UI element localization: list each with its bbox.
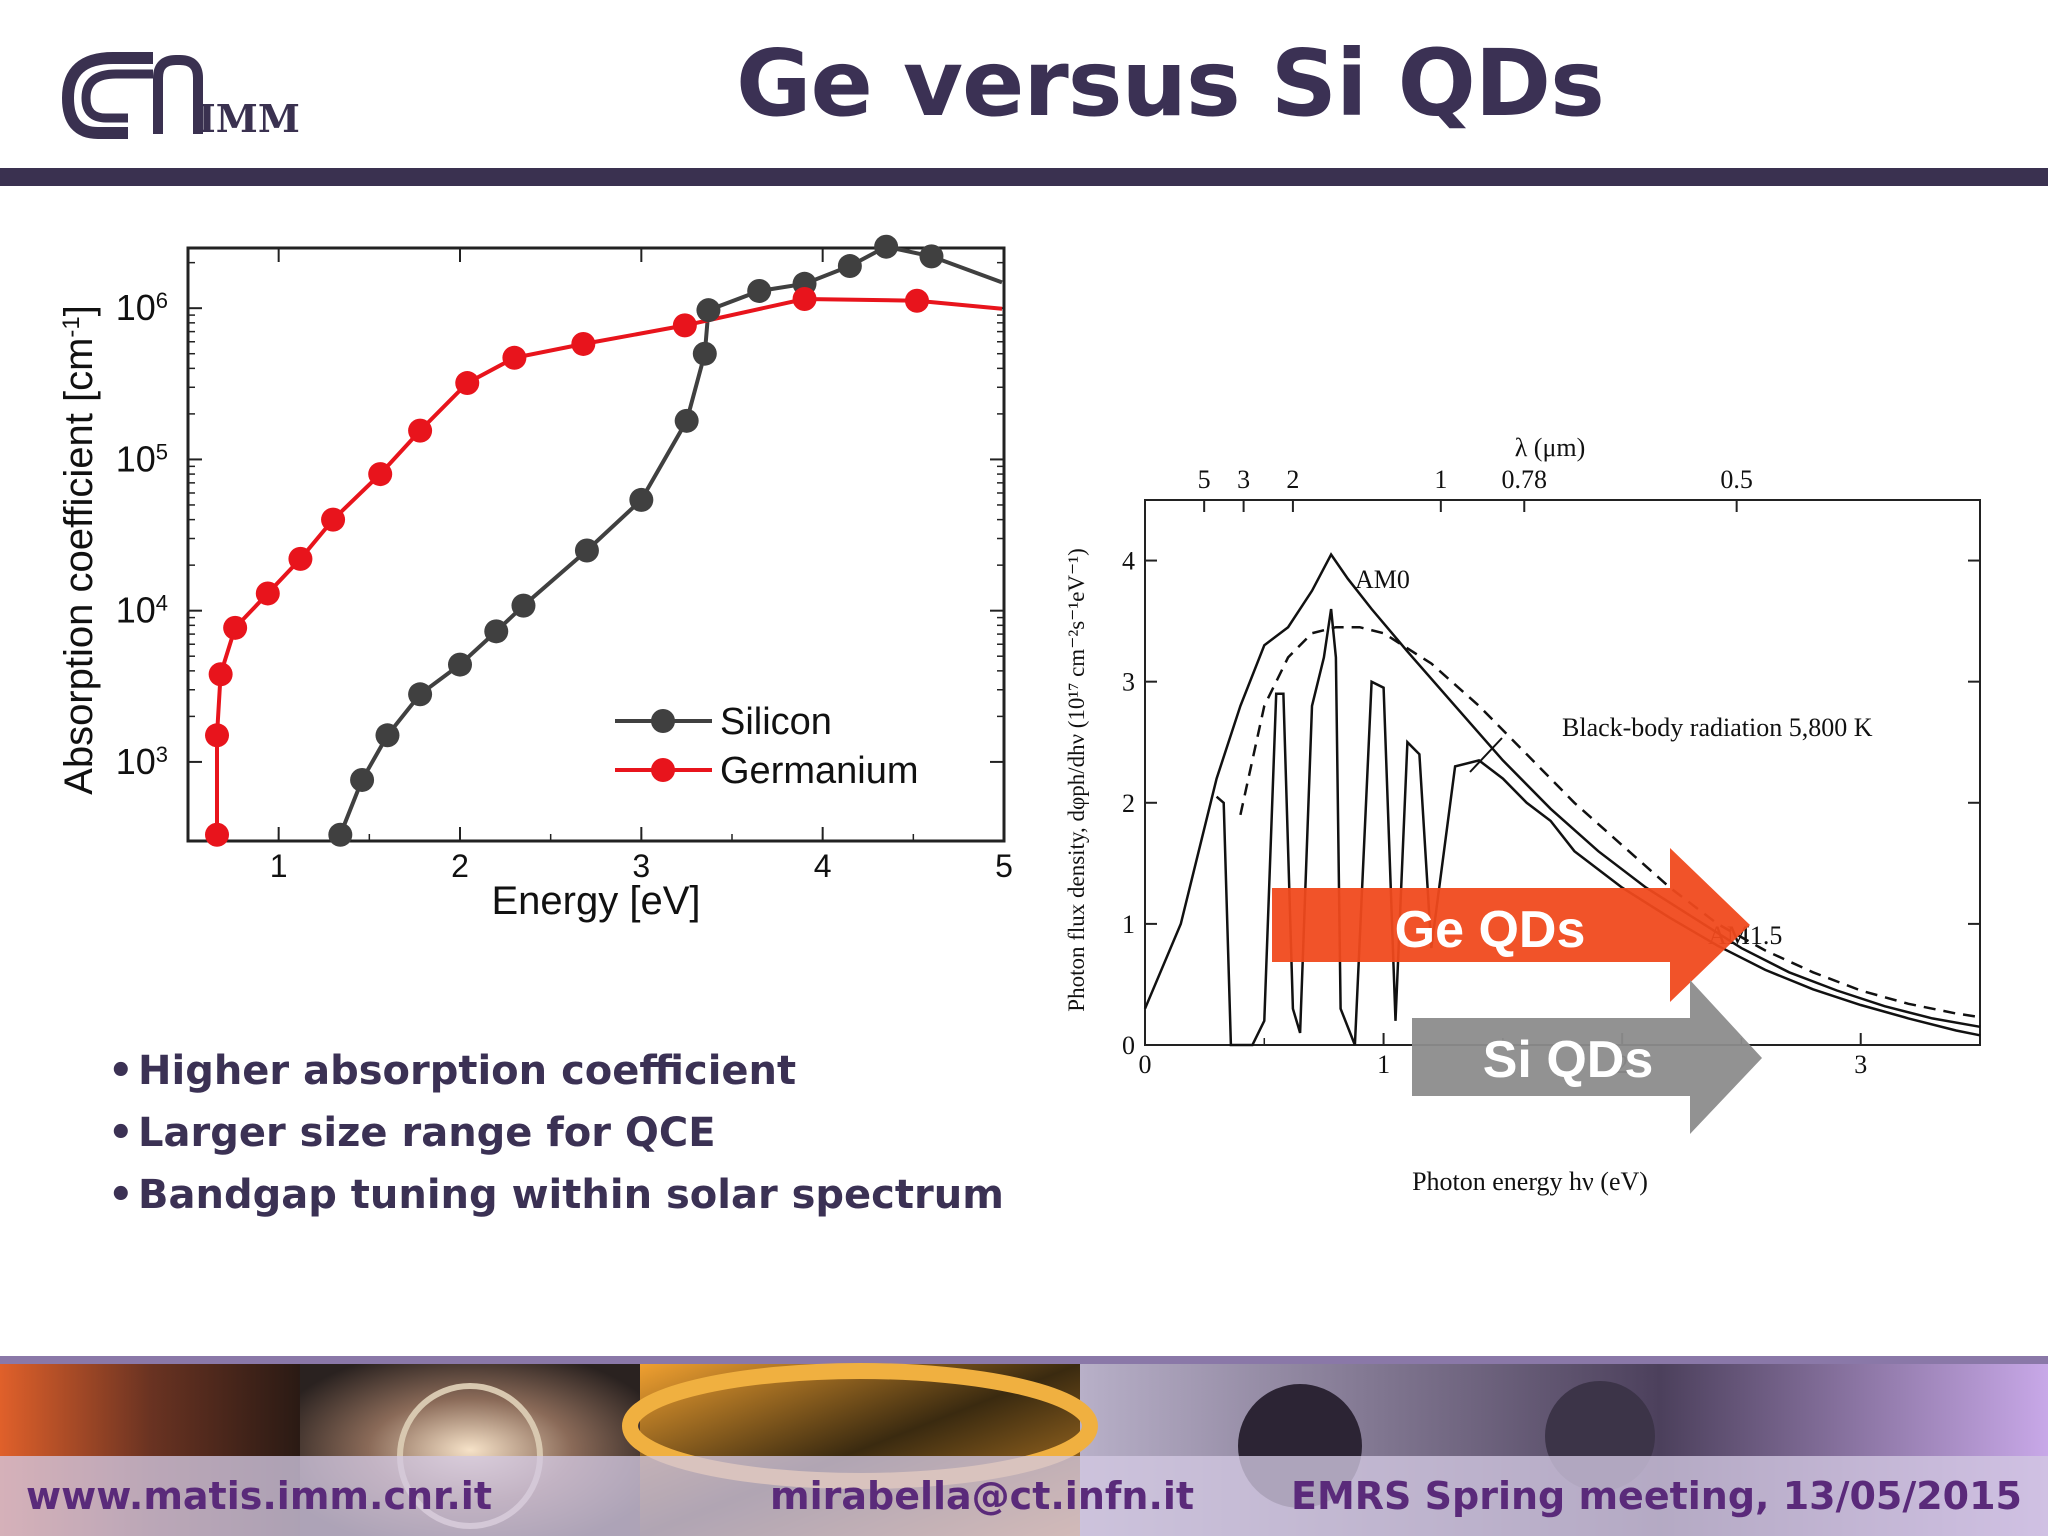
y-tick-label: 106 (116, 287, 168, 328)
x-tick-label: 5 (995, 848, 1013, 884)
y-axis-label: Photon flux density, dφph/dhν (10¹⁷ cm⁻²… (1064, 548, 1089, 1011)
bullet-list: • Higher absorption coefficient • Larger s… (108, 1040, 1004, 1226)
legend-label-germanium: Germanium (720, 750, 919, 792)
y-tick-label: 104 (116, 590, 168, 631)
y-tick-label: 1 (1122, 910, 1135, 939)
data-point-silicon (328, 822, 353, 847)
data-point-silicon (574, 538, 599, 563)
si-qds-arrow: Si QDs (1412, 980, 1762, 1134)
data-point-germanium (408, 418, 433, 443)
series-line-germanium (215, 296, 1003, 835)
x-tick-label: 3 (632, 848, 650, 884)
series-line-am1-5 (1215, 608, 1981, 1047)
data-point-germanium (208, 662, 233, 687)
footer-website-link[interactable]: www.matis.imm.cnr.it (26, 1474, 492, 1518)
data-point-silicon (511, 593, 536, 618)
data-point-silicon (408, 682, 433, 707)
data-point-germanium (455, 371, 480, 396)
data-point-germanium (205, 723, 230, 748)
y-tick-label: 4 (1122, 547, 1135, 576)
y-tick-label: 103 (116, 741, 168, 782)
y-axis-label: Absorption coefficient [cm-1] (57, 305, 101, 795)
plot-frame (1144, 499, 1981, 1046)
data-point-germanium (288, 546, 313, 571)
top-tick-label: 5 (1198, 465, 1211, 494)
data-point-germanium (502, 345, 527, 370)
data-point-silicon (484, 619, 509, 644)
bullet-item: • Higher absorption coefficient (108, 1048, 797, 1094)
data-point-germanium (672, 313, 697, 338)
bullet-item: • Bandgap tuning within solar spectrum (108, 1172, 1004, 1218)
top-tick-label: 3 (1237, 465, 1250, 494)
ge-qds-label: Ge QDs (1395, 901, 1586, 959)
footer-email-link[interactable]: mirabella@ct.infn.it (770, 1474, 1195, 1518)
y-tick-label: 2 (1122, 789, 1135, 818)
footer-event-text: EMRS Spring meeting, 13/05/2015 (1291, 1474, 2022, 1518)
footer-bar (0, 1456, 2048, 1536)
annotation-am0: AM0 (1355, 565, 1410, 594)
annotation-blackbody: Black-body radiation 5,800 K (1562, 713, 1873, 742)
blackbody-pointer (1469, 737, 1503, 773)
data-point-silicon (375, 723, 400, 748)
data-point-germanium (904, 288, 929, 313)
x-tick-label: 0 (1139, 1050, 1152, 1079)
bullet-item: • Larger size range for QCE (108, 1110, 716, 1156)
data-point-silicon (692, 341, 717, 366)
data-point-silicon (629, 487, 654, 512)
data-point-germanium (321, 507, 346, 532)
data-point-germanium (205, 822, 230, 847)
legend-label-silicon: Silicon (720, 701, 832, 743)
page-title: Ge versus Si QDs (736, 30, 1605, 137)
top-tick-label: 1 (1434, 465, 1447, 494)
series-line-am0 (1143, 552, 1981, 1029)
x-tick-label: 2 (451, 848, 469, 884)
top-tick-label: 0.5 (1720, 465, 1753, 494)
data-point-silicon (696, 298, 721, 323)
data-point-germanium (571, 331, 596, 356)
x-tick-label: 4 (814, 848, 832, 884)
y-tick-label: 105 (116, 438, 168, 479)
data-point-germanium (368, 462, 393, 487)
x-axis-label: Photon energy hν (eV) (1412, 1167, 1648, 1196)
data-point-silicon (674, 408, 699, 433)
data-point-silicon (448, 652, 472, 677)
top-tick-label: 2 (1286, 465, 1299, 494)
data-point-silicon (874, 234, 899, 259)
si-qds-label: Si QDs (1483, 1031, 1654, 1089)
data-point-silicon (837, 254, 862, 279)
y-tick-label: 0 (1122, 1031, 1135, 1060)
top-tick-label: 0.78 (1502, 465, 1548, 494)
data-point-silicon (919, 244, 944, 269)
data-point-germanium (223, 615, 248, 640)
series-line-silicon (338, 244, 1003, 836)
x-tick-label: 1 (1377, 1050, 1390, 1079)
legend: Silicon Germanium (615, 701, 919, 792)
plot-frame (186, 246, 1006, 843)
data-point-germanium (792, 287, 817, 312)
header-rule (0, 168, 2048, 186)
legend-marker-germanium (651, 758, 675, 782)
data-point-silicon (747, 278, 772, 303)
legend-marker-silicon (651, 709, 675, 733)
x-tick-label: 1 (270, 848, 288, 884)
x-tick-label: 3 (1854, 1050, 1867, 1079)
top-axis-label: λ (μm) (1515, 433, 1586, 462)
cnr-logo (61, 52, 203, 139)
data-point-germanium (255, 581, 280, 606)
series-line-black-body-radiation-5-800-k (1239, 625, 1981, 1019)
data-point-silicon (350, 767, 375, 792)
logo-text: IMM (198, 96, 300, 141)
ge-qds-arrow: Ge QDs (1272, 848, 1750, 1002)
y-tick-label: 3 (1122, 668, 1135, 697)
x-axis-label: Energy [eV] (491, 879, 700, 923)
absorption-chart: 1 2 3 4 5 103 104 105 106 Energy [eV] Absorptio… (57, 234, 1013, 923)
